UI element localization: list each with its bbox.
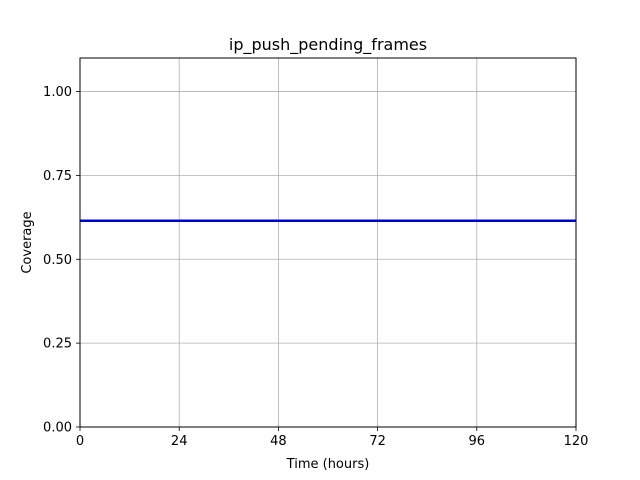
y-tick-label: 0.25	[43, 337, 72, 352]
y-tick-label: 1.00	[43, 85, 72, 100]
x-tick-label: 120	[564, 434, 589, 449]
chart-title: ip_push_pending_frames	[229, 35, 427, 55]
y-tick-label: 0.50	[43, 253, 72, 268]
x-tick-label: 24	[171, 434, 188, 449]
x-axis-ticks: 0 24 48 72 96 120	[76, 427, 589, 449]
plot-frame	[79, 57, 577, 428]
x-tick-label: 96	[469, 434, 486, 449]
y-axis-ticks: 0.00 0.25 0.50 0.75 1.00	[43, 85, 80, 436]
x-tick-label: 48	[270, 434, 287, 449]
x-tick-label: 72	[369, 434, 386, 449]
y-axis-label: Coverage	[20, 211, 35, 273]
x-axis-label: Time (hours)	[286, 457, 370, 472]
y-tick-label: 0.00	[43, 421, 72, 436]
y-tick-label: 0.75	[43, 169, 72, 184]
x-tick-label: 0	[76, 434, 84, 449]
